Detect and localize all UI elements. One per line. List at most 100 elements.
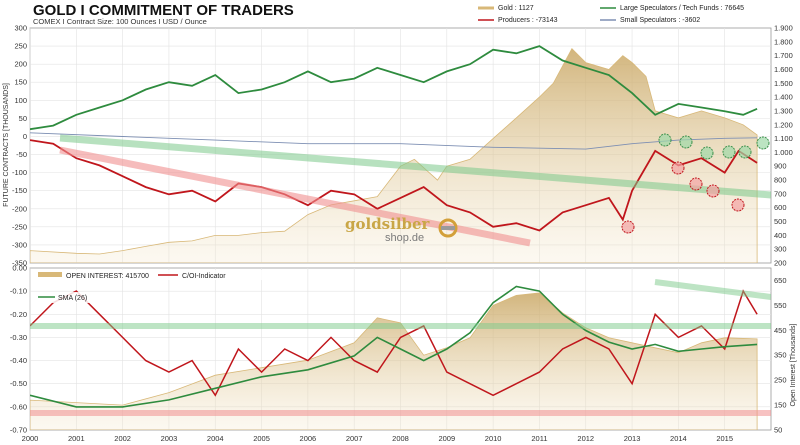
marker-spec-low-4 (722, 145, 736, 159)
top-right-axis-tick-7: 1.200 (774, 120, 793, 129)
bottom-left-axis-tick-2: -0.20 (10, 310, 27, 319)
watermark-logo: goldsilber shop.de (345, 215, 458, 244)
x-tick-2006: 2006 (300, 434, 317, 443)
bottom-right-axis-tick-4: 250 (774, 376, 787, 385)
x-tick-2013: 2013 (624, 434, 641, 443)
legend-label-gold: Gold : 1127 (498, 5, 534, 12)
legend-label-sma: SMA (26) (58, 295, 87, 302)
bottom-left-axis-tick-7: -0.70 (10, 426, 27, 435)
top-right-axis: 1.900 1.800 1.700 1.600 1.500 1.400 1.300 1.200… (774, 24, 793, 268)
bottom-left-axis-tick-0: 0.00 (12, 264, 27, 273)
legend-label-producers: Producers : -73143 (498, 17, 558, 24)
marker-prod-high-3 (689, 177, 703, 191)
top-y-axis-title: FUTURE CONTRACTS [THOUSANDS] (3, 83, 10, 207)
bottom-left-axis-tick-1: -0.10 (10, 287, 27, 296)
marker-spec-low-6 (756, 136, 770, 150)
watermark-coin-icon (438, 218, 458, 238)
legend-label-open-interest: OPEN INTEREST: 415700 (66, 273, 149, 280)
top-left-axis-tick-8: -100 (12, 168, 27, 177)
series-line-producers-73143 (30, 139, 758, 232)
series-line-small-speculators-3602 (30, 132, 758, 150)
bottom-y2-axis-title: Open Interest [Thousands] (790, 324, 797, 407)
top-legend: Gold : 1127 Producers : -73143 Large Spe… (478, 5, 744, 24)
top-left-axis-tick-3: 150 (14, 78, 27, 87)
x-tick-2014: 2014 (670, 434, 687, 443)
top-right-axis-tick-17: 200 (774, 259, 787, 268)
trendline-large-speculators (59, 134, 771, 199)
top-right-axis-tick-3: 1.600 (774, 65, 793, 74)
top-left-axis-tick-2: 200 (14, 60, 27, 69)
marker-spec-low-2 (679, 135, 693, 149)
x-tick-2007: 2007 (346, 434, 363, 443)
bottom-left-axis-tick-5: -0.50 (10, 379, 27, 388)
series-line-c-oi-indicator (30, 289, 758, 397)
top-right-axis-tick-5: 1.400 (774, 93, 793, 102)
bottom-right-axis-tick-5: 150 (774, 401, 787, 410)
top-right-axis-tick-14: 500 (774, 217, 787, 226)
series-area-open-interest-415700 (30, 292, 758, 430)
series-line-large-speculators-tech-funds-76645 (30, 45, 758, 131)
x-tick-2011: 2011 (531, 434, 547, 443)
highlight-markers (621, 133, 770, 234)
x-tick-2002: 2002 (114, 434, 131, 443)
top-right-axis-tick-0: 1.900 (774, 24, 793, 33)
series-line-sma-26 (30, 285, 758, 408)
top-right-axis-tick-16: 300 (774, 245, 787, 254)
top-right-axis-tick-2: 1.700 (774, 51, 793, 60)
top-right-axis-tick-15: 400 (774, 231, 787, 240)
bottom-right-axis-tick-1: 550 (774, 301, 787, 310)
marker-spec-low-1 (658, 133, 672, 147)
top-left-axis-tick-0: 300 (14, 24, 27, 33)
watermark-bar-icon (441, 226, 455, 230)
x-tick-2012: 2012 (577, 434, 594, 443)
marker-prod-high-5 (731, 198, 745, 212)
bottom-right-axis-tick-6: 50 (774, 426, 782, 435)
top-right-axis-tick-11: 800 (774, 176, 787, 185)
x-tick-2008: 2008 (392, 434, 409, 443)
chart-subtitle: COMEX I Contract Size: 100 Ounces I USD … (33, 17, 207, 26)
top-left-axis-tick-12: -300 (12, 240, 27, 249)
bottom-series-group (30, 285, 758, 430)
x-tick-2015: 2015 (716, 434, 733, 443)
bottom-right-axis-tick-0: 650 (774, 276, 787, 285)
trendline-indicator (654, 279, 771, 300)
top-left-axis-tick-10: -200 (12, 204, 27, 213)
bottom-right-axis: 650 550 450 350 250 150 50 (774, 276, 787, 435)
watermark-text-domain: shop.de (385, 232, 424, 244)
top-right-axis-tick-4: 1.500 (774, 79, 793, 88)
marker-spec-low-5 (738, 145, 752, 159)
top-left-axis-tick-7: -50 (16, 150, 27, 159)
top-left-axis-tick-9: -150 (12, 186, 27, 195)
top-left-axis-tick-4: 100 (14, 96, 27, 105)
top-right-axis-tick-13: 600 (774, 203, 787, 212)
x-tick-2001: 2001 (68, 434, 85, 443)
x-tick-2003: 2003 (161, 434, 178, 443)
x-axis: 2000 2001 2002 2003 2004 2005 2006 2007 2008 2009… (22, 434, 733, 443)
top-left-axis-tick-1: 250 (14, 42, 27, 51)
legend-swatch-open-interest (38, 272, 62, 277)
x-tick-2000: 2000 (22, 434, 39, 443)
legend-label-coi: C/OI-Indicator (182, 273, 226, 280)
top-left-axis-tick-11: -250 (12, 222, 27, 231)
x-tick-2004: 2004 (207, 434, 224, 443)
marker-spec-low-3 (700, 146, 714, 160)
top-right-axis-tick-9: 1.000 (774, 148, 793, 157)
top-right-axis-tick-6: 1.300 (774, 106, 793, 115)
top-right-axis-tick-10: 900 (774, 162, 787, 171)
legend-label-large-speculators: Large Speculators / Tech Funds : 76645 (620, 5, 744, 12)
marker-prod-high-1 (621, 220, 635, 234)
bottom-right-axis-tick-2: 450 (774, 326, 787, 335)
marker-prod-high-4 (706, 184, 720, 198)
watermark-text-main: goldsilber (345, 215, 431, 233)
marker-prod-high-2 (671, 161, 685, 175)
chart-title: GOLD I COMMITMENT OF TRADERS (33, 2, 294, 19)
x-tick-2005: 2005 (253, 434, 270, 443)
bottom-right-axis-tick-3: 350 (774, 351, 787, 360)
top-left-axis-tick-13: -350 (12, 259, 27, 268)
x-tick-2010: 2010 (485, 434, 502, 443)
bottom-left-axis-tick-3: -0.30 (10, 333, 27, 342)
top-right-axis-tick-1: 1.800 (774, 37, 793, 46)
top-left-axis-tick-6: 0 (23, 132, 27, 141)
bottom-left-axis: 0.00 -0.10 -0.20 -0.30 -0.40 -0.50 -0.60 -0.70 (10, 264, 27, 435)
